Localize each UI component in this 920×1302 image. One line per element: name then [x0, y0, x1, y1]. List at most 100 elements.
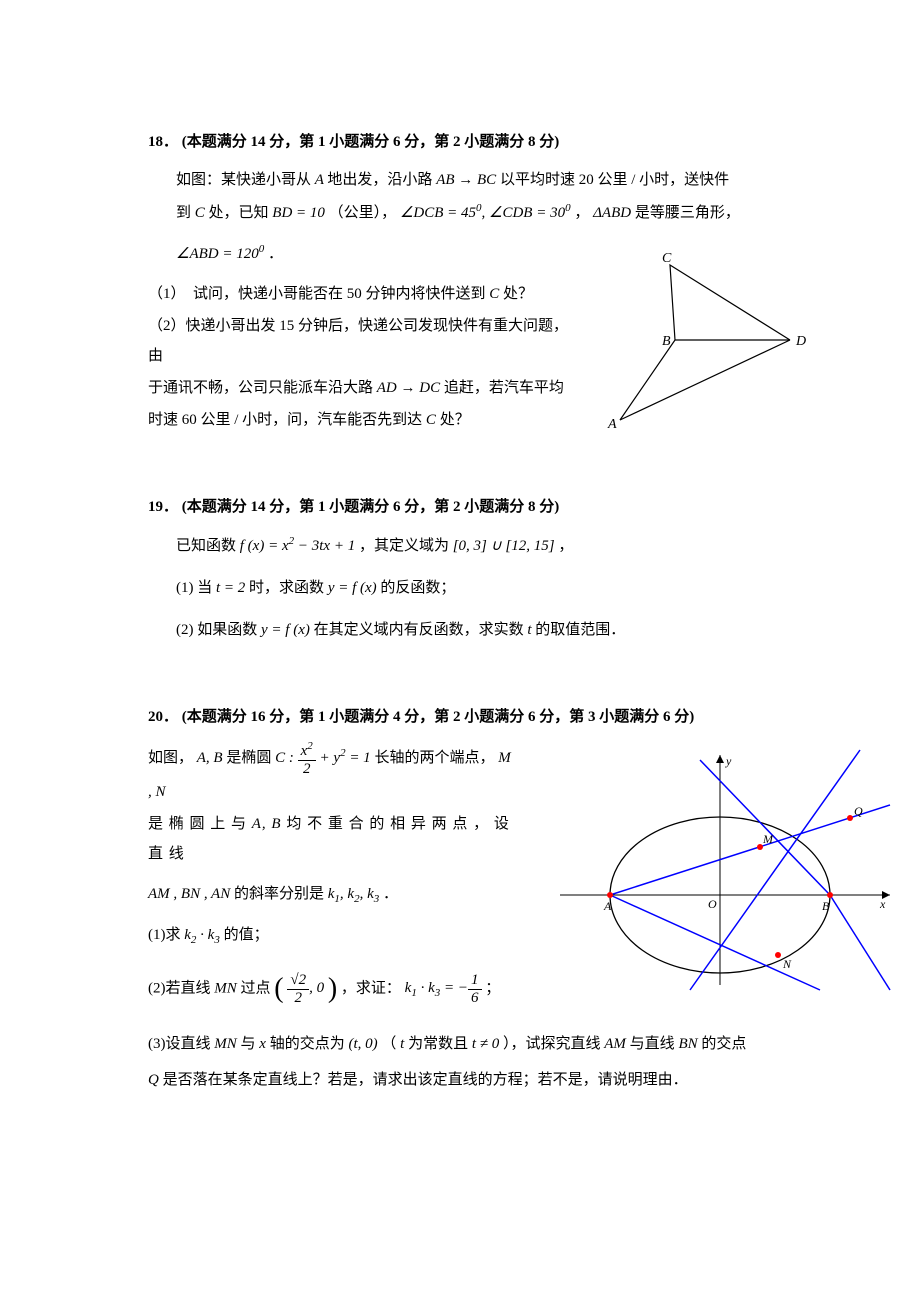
math-ellipse: C : x22 + y2 = 1 — [275, 750, 374, 766]
math-abd-ang: ∠ABD = 1200 — [176, 246, 264, 262]
label-C: C — [662, 251, 672, 266]
question-18: 18． (本题满分 14 分，第 1 小题满分 6 分，第 2 小题满分 8 分… — [148, 130, 780, 435]
label-B: B — [662, 334, 671, 349]
text: ． — [268, 246, 283, 262]
q19-points: (本题满分 14 分，第 1 小题满分 6 分，第 2 小题满分 8 分) — [182, 499, 560, 515]
math-path: AB → BC — [436, 172, 500, 188]
text: 为常数且 — [408, 1036, 468, 1052]
text: 处，已知 — [209, 205, 269, 221]
text: 长轴的两个端点， — [374, 750, 494, 766]
text: 的交点 — [701, 1036, 746, 1052]
math-k1k3: k1 · k3 = −16 — [405, 980, 482, 996]
fig20-B: B — [822, 899, 830, 913]
q18-header: 18． (本题满分 14 分，第 1 小题满分 6 分，第 2 小题满分 8 分… — [148, 130, 780, 151]
math-ab2: A, B — [252, 816, 287, 832]
math-tne0: t ≠ 0 — [472, 1036, 503, 1052]
rparen: ) — [328, 973, 337, 1004]
q19-header: 19． (本题满分 14 分，第 1 小题满分 6 分，第 2 小题满分 8 分… — [148, 495, 780, 516]
math-t2: t = 2 — [216, 580, 249, 596]
text: 与 — [241, 1036, 256, 1052]
q20-l1: 如图， A, B 是椭圆 C : x22 + y2 = 1 长轴的两个端点， M… — [148, 740, 518, 807]
math-fx: f (x) = x2 − 3tx + 1 — [240, 538, 359, 554]
text: 过点 — [241, 980, 271, 996]
text: 处？ — [440, 412, 470, 428]
q20-p2: (2)若直线 MN 过点 ( √22, 0 ) ，求证： k1 · k3 = −… — [148, 961, 518, 1017]
fig20-M: M — [762, 832, 774, 846]
text: (2) 如果函数 — [176, 622, 257, 638]
q19-intro: 已知函数 f (x) = x2 − 3tx + 1 ，其定义域为 [0, 3] … — [148, 530, 780, 561]
math-ad-dc: AD → DC — [377, 380, 444, 396]
q19-p1: (1) 当 t = 2 时，求函数 y = f (x) 的反函数； — [148, 573, 780, 603]
text: （ — [381, 1036, 396, 1052]
q20-header: 20． (本题满分 16 分，第 1 小题满分 4 分，第 2 小题满分 6 分… — [148, 705, 780, 726]
fig20-y: y — [725, 754, 732, 768]
q18-points: (本题满分 14 分，第 1 小题满分 6 分，第 2 小题满分 8 分) — [182, 134, 560, 150]
math-k2k3: k2 · k3 — [184, 927, 223, 943]
q18-p2a: （2）快递小哥出发 15 分钟后，快递公司发现快件有重大问题，由 — [148, 311, 568, 371]
text: 如图：某快递小哥从 — [176, 172, 311, 188]
text: 的值； — [224, 927, 269, 943]
q18-line2: 到 C 处，已知 BD = 10 （公里）， ∠DCB = 450, ∠CDB … — [148, 197, 780, 228]
fig20-A: A — [603, 899, 612, 913]
math-bd: BD = 10 — [272, 205, 328, 221]
text: 处？ — [503, 286, 533, 302]
q18-p2b: 于通讯不畅，公司只能派车沿大路 AD → DC 追赶，若汽车平均 — [148, 373, 568, 403]
q20-figure: A B O M N Q x y — [560, 745, 900, 995]
text: 时速 60 公里 / 小时，问，汽车能否先到达 — [148, 412, 422, 428]
fig20-O: O — [708, 897, 717, 911]
q20-number: 20． — [148, 709, 178, 725]
math-Q: Q — [148, 1072, 163, 1088]
text: ； — [485, 980, 500, 996]
text: ， — [558, 538, 573, 554]
math-bn2: BN — [678, 1036, 701, 1052]
math-t0: (t, 0) — [348, 1036, 377, 1052]
text: ），试探究直线 — [503, 1036, 601, 1052]
q18-figure: A B C D — [600, 250, 860, 430]
text: 是否落在某条定直线上？若是，请求出该定直线的方程；若不是，请说明理由． — [163, 1072, 688, 1088]
math-dom: [0, 3] ∪ [12, 15] — [453, 538, 555, 554]
math-tv: t — [400, 1036, 408, 1052]
q18-number: 18． — [148, 134, 178, 150]
math-C: C — [195, 205, 209, 221]
text: 以平均时速 20 公里 / 小时，送快件 — [500, 172, 729, 188]
q20-p1: (1)求 k2 · k3 的值； — [148, 920, 518, 951]
text: （2）快递小哥出发 15 分钟后，快递公司发现快件有重大问题，由 — [148, 318, 568, 364]
text: (3)设直线 — [148, 1036, 211, 1052]
text: 的斜率分别是 — [234, 886, 324, 902]
q19-number: 19． — [148, 499, 178, 515]
text: ． — [383, 886, 398, 902]
text: ， — [574, 205, 589, 221]
text: 的反函数； — [380, 580, 455, 596]
text: ，其定义域为 — [359, 538, 449, 554]
text: （1） 试问，快递小哥能否在 50 分钟内将快件送到 — [148, 286, 486, 302]
text: 与直线 — [630, 1036, 675, 1052]
label-D: D — [795, 334, 806, 349]
math-ab: A, B — [197, 750, 227, 766]
text: 是等腰三角形， — [635, 205, 740, 221]
math-mn2: MN — [214, 980, 240, 996]
math-abd: ΔABD — [593, 205, 635, 221]
math-pt: √22, 0 — [287, 980, 324, 996]
text: 时，求函数 — [249, 580, 324, 596]
text: 到 — [176, 205, 191, 221]
math-am-bn-an: AM , BN , AN — [148, 886, 234, 902]
text: 在其定义域内有反函数，求实数 — [314, 622, 524, 638]
q18-p2d: 时速 60 公里 / 小时，问，汽车能否先到达 C 处？ — [148, 405, 568, 435]
math-yfx2: y = f (x) — [261, 622, 314, 638]
fig20-Q: Q — [854, 804, 863, 818]
label-A: A — [607, 417, 617, 430]
text: 轴的交点为 — [270, 1036, 345, 1052]
math-A: A — [315, 172, 328, 188]
math-am2: AM — [604, 1036, 629, 1052]
text: 是椭圆 — [226, 750, 271, 766]
math-dcb: ∠DCB = 450, ∠CDB = 300 — [400, 205, 571, 221]
math-k123: k1, k2, k3 — [328, 886, 383, 902]
q19-p2: (2) 如果函数 y = f (x) 在其定义域内有反函数，求实数 t 的取值范… — [148, 615, 780, 645]
math-C2: C — [489, 286, 503, 302]
text: 如图， — [148, 750, 193, 766]
q20-l2: 是 椭 圆 上 与 A, B 均 不 重 合 的 相 异 两 点 ， 设 直 线 — [148, 809, 518, 869]
text: (1) 当 — [176, 580, 212, 596]
text: (2)若直线 — [148, 980, 211, 996]
q20-points: (本题满分 16 分，第 1 小题满分 4 分，第 2 小题满分 6 分，第 3… — [182, 709, 695, 725]
text: （公里）， — [329, 205, 397, 221]
